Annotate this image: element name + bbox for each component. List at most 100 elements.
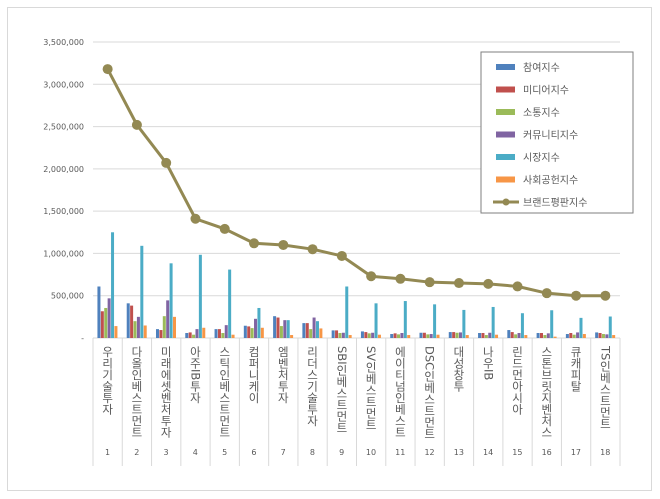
rank-label: 5	[222, 448, 228, 457]
rank-label: 18	[600, 448, 611, 457]
rank-label: 14	[483, 448, 494, 457]
bar-6-10	[377, 334, 381, 338]
bar-6-17	[582, 334, 586, 338]
rank-label: 6	[251, 448, 257, 457]
bar-5-13	[462, 309, 466, 338]
brand-point-13	[453, 278, 464, 289]
bar-3-9	[338, 333, 342, 338]
rank-label: 8	[309, 448, 315, 457]
legend-label: 시장지수	[523, 152, 560, 164]
y-tick-label: -	[81, 334, 84, 343]
bar-6-1	[114, 326, 118, 338]
category-label: 미래에셋벤처투자	[159, 346, 174, 438]
bar-6-12	[436, 334, 440, 338]
bar-5-15	[520, 313, 524, 338]
bar-4-8	[312, 317, 316, 338]
bar-3-10	[367, 333, 371, 338]
bar-6-13	[465, 335, 469, 338]
brand-point-1	[102, 64, 113, 75]
category-label: 에이티넘인베스트	[393, 346, 408, 438]
bar-1-7	[273, 316, 277, 338]
rank-label: 16	[541, 448, 552, 457]
bar-1-15	[507, 330, 511, 338]
rank-label: 1	[104, 448, 111, 457]
bar-2-8	[305, 323, 309, 338]
bar-1-6	[243, 325, 247, 338]
bar-1-17	[565, 334, 569, 338]
bar-2-4	[188, 332, 192, 338]
bar-3-17	[572, 334, 576, 338]
y-tick-label: 2,000,000	[43, 165, 84, 174]
bar-3-11	[397, 334, 401, 338]
bar-6-11	[407, 335, 411, 338]
bar-1-14	[478, 333, 482, 338]
y-tick-label: 3,500,000	[43, 38, 84, 47]
category-label: SBI인베스트먼트	[334, 346, 349, 434]
brand-point-15	[512, 281, 523, 292]
bar-3-6	[250, 328, 254, 338]
bar-4-6	[254, 318, 258, 338]
bar-1-8	[302, 323, 306, 338]
category-label: DSC인베스트먼트	[422, 346, 437, 440]
legend-swatch	[496, 154, 515, 160]
category-label: 리더스기술투자	[305, 346, 320, 427]
bar-6-3	[172, 316, 176, 338]
bar-2-15	[510, 332, 514, 338]
legend-label: 참여지수	[523, 62, 560, 74]
bar-5-4	[198, 254, 202, 338]
legend-label: 커뮤니티지수	[523, 130, 578, 142]
bar-2-11	[393, 333, 397, 338]
bar-4-9	[341, 332, 345, 338]
y-tick-label: 500,000	[51, 292, 84, 301]
bar-6-7	[290, 335, 294, 338]
rank-label: 10	[365, 448, 377, 457]
bar-5-10	[374, 303, 378, 338]
bar-4-4	[195, 329, 199, 338]
bar-3-2	[133, 321, 137, 338]
brand-point-18	[600, 290, 611, 301]
bar-2-1	[100, 311, 104, 338]
brand-point-10	[366, 271, 377, 282]
y-tick-label: 1,000,000	[43, 249, 84, 258]
bar-5-11	[403, 301, 407, 338]
legend-swatch	[496, 131, 515, 138]
bar-6-14	[495, 334, 499, 338]
bar-3-18	[601, 334, 605, 338]
category-label: 다올인베스트먼트	[129, 346, 144, 438]
legend-swatch	[496, 64, 515, 70]
bar-5-2	[140, 245, 144, 338]
bar-1-18	[595, 332, 599, 338]
bar-6-16	[553, 336, 557, 338]
bar-4-12	[429, 334, 433, 338]
bar-4-11	[400, 333, 404, 338]
chart-frame	[7, 7, 652, 491]
category-label: 엠벤처투자	[276, 346, 291, 404]
bar-2-17	[569, 333, 573, 338]
rank-label: 3	[163, 448, 169, 457]
bar-6-18	[612, 335, 616, 338]
brand-point-8	[307, 244, 318, 255]
bar-1-10	[360, 331, 364, 338]
legend-swatch	[496, 176, 515, 183]
bar-5-6	[257, 307, 261, 338]
legend-label: 브랜드평판지수	[523, 197, 587, 209]
category-label: 스톤브릿지벤처스	[539, 346, 554, 438]
bar-4-1	[107, 298, 111, 338]
rank-label: 11	[395, 448, 406, 457]
category-label: 대성창투	[451, 346, 466, 392]
category-label: 컴퍼니케이	[247, 346, 262, 404]
bar-3-1	[104, 307, 108, 338]
bar-3-16	[543, 335, 547, 338]
bar-6-6	[260, 327, 264, 338]
bar-1-3	[155, 329, 159, 338]
bar-6-8	[319, 328, 323, 338]
brand-point-14	[483, 278, 494, 289]
rank-label: 7	[280, 448, 286, 457]
legend-swatch	[496, 109, 515, 115]
bar-1-16	[536, 333, 540, 338]
bar-4-7	[283, 320, 287, 338]
bar-3-13	[455, 332, 459, 338]
bar-1-5	[214, 329, 218, 338]
legend-label: 미디어지수	[523, 85, 569, 97]
